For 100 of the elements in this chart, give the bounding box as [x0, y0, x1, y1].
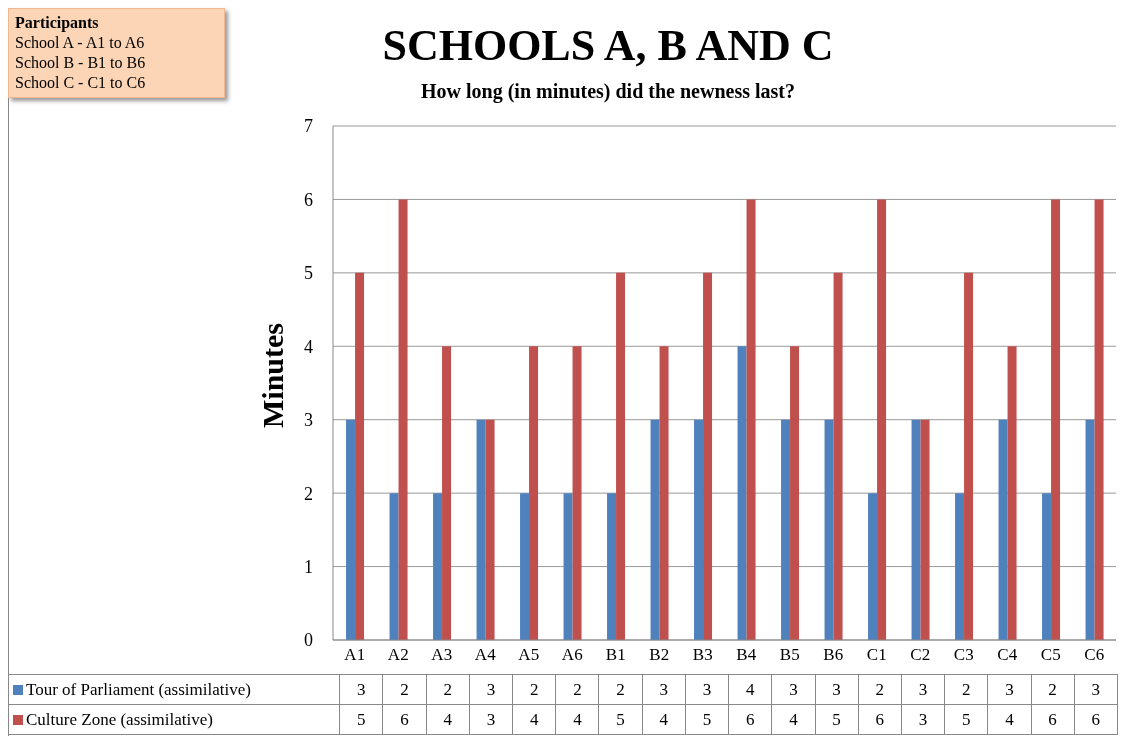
- data-label: 5: [339, 704, 383, 735]
- bar: [920, 419, 930, 640]
- bar: [911, 419, 921, 640]
- data-label: 4: [555, 704, 599, 735]
- data-label: 3: [987, 674, 1032, 705]
- y-tick-label: 7: [304, 116, 313, 137]
- text: School C - C1 to C6: [15, 73, 147, 93]
- x-tick-label: C1: [866, 645, 887, 665]
- data-label: 4: [512, 704, 556, 735]
- bar: [442, 346, 452, 640]
- bar: [398, 199, 408, 640]
- data-label: 3: [685, 674, 729, 705]
- data-label: 5: [685, 704, 729, 735]
- x-tick-label: C6: [1084, 645, 1105, 665]
- data-label: 2: [512, 674, 556, 705]
- bar: [563, 493, 573, 640]
- y-tick-label: 6: [304, 189, 313, 210]
- x-tick-label: A3: [431, 645, 453, 665]
- bar: [833, 272, 843, 640]
- bar: [1094, 199, 1104, 640]
- data-label: 6: [728, 704, 772, 735]
- text: School B - B1 to B6: [15, 53, 147, 73]
- data-label: 5: [598, 704, 643, 735]
- data-label: 3: [815, 674, 859, 705]
- y-tick-label: 2: [304, 483, 313, 504]
- x-tick-label: C4: [997, 645, 1018, 665]
- data-label: 3: [901, 704, 945, 735]
- x-tick-label: B3: [692, 645, 713, 665]
- x-tick-label: B6: [823, 645, 844, 665]
- bar: [355, 272, 365, 640]
- bar: [346, 419, 356, 640]
- bar: [476, 419, 486, 640]
- chart-title: SCHOOLS A, B AND C: [381, 20, 835, 71]
- data-label: 4: [728, 674, 772, 705]
- data-label: 3: [771, 674, 815, 705]
- data-label: 4: [987, 704, 1032, 735]
- bar: [389, 493, 399, 640]
- data-label: 5: [944, 704, 988, 735]
- bar: [572, 346, 582, 640]
- text: School A - A1 to A6: [15, 33, 146, 53]
- data-label: 4: [642, 704, 686, 735]
- bar: [964, 272, 974, 640]
- data-label: 4: [426, 704, 470, 735]
- y-axis-title: Minutes: [256, 323, 290, 428]
- bar: [607, 493, 617, 640]
- data-label: 2: [426, 674, 470, 705]
- bar: [529, 346, 539, 640]
- data-label: 3: [642, 674, 686, 705]
- data-label: 6: [1031, 704, 1075, 735]
- data-label: 2: [1031, 674, 1075, 705]
- data-label: 3: [901, 674, 945, 705]
- data-label: 3: [469, 674, 513, 705]
- data-label: 3: [469, 704, 513, 735]
- x-tick-label: B5: [779, 645, 800, 665]
- data-label: 4: [771, 704, 815, 735]
- data-label: 6: [382, 704, 427, 735]
- data-label: 3: [339, 674, 383, 705]
- x-tick-label: A4: [474, 645, 497, 665]
- bar: [746, 199, 756, 640]
- legend-label: Culture Zone (assimilative): [8, 704, 340, 735]
- data-label: 6: [858, 704, 902, 735]
- bar: [703, 272, 713, 640]
- bar: [781, 419, 791, 640]
- data-label: 2: [382, 674, 427, 705]
- bar: [694, 419, 704, 640]
- x-tick-label: A5: [518, 645, 540, 665]
- text: Participants: [15, 13, 100, 33]
- bar: [1007, 346, 1017, 640]
- data-label: 2: [858, 674, 902, 705]
- y-tick-label: 1: [304, 556, 313, 577]
- x-tick-label: C3: [953, 645, 974, 665]
- x-tick-label: C2: [910, 645, 931, 665]
- bar: [650, 419, 660, 640]
- x-tick-label: B2: [649, 645, 670, 665]
- bar: [868, 493, 878, 640]
- bar: [1042, 493, 1052, 640]
- bar: [433, 493, 443, 640]
- bar: [659, 346, 669, 640]
- bar: [737, 346, 747, 640]
- x-tick-label: A1: [344, 645, 366, 665]
- x-tick-label: A2: [387, 645, 409, 665]
- bar: [485, 419, 495, 640]
- x-tick-label: B4: [736, 645, 757, 665]
- legend-label: Tour of Parliament (assimilative): [8, 674, 340, 705]
- chart-subtitle: How long (in minutes) did the newness last?: [420, 80, 796, 103]
- data-label: 2: [598, 674, 643, 705]
- x-tick-label: A6: [561, 645, 583, 665]
- y-tick-label: 0: [304, 630, 313, 651]
- data-label: 5: [815, 704, 859, 735]
- data-label: 2: [944, 674, 988, 705]
- y-tick-label: 3: [304, 410, 313, 431]
- bar: [998, 419, 1008, 640]
- bar: [520, 493, 530, 640]
- x-tick-label: B1: [605, 645, 626, 665]
- data-label: 6: [1074, 704, 1118, 735]
- data-label: 2: [555, 674, 599, 705]
- bar: [1051, 199, 1061, 640]
- data-label: 3: [1074, 674, 1118, 705]
- x-tick-label: C5: [1040, 645, 1061, 665]
- y-tick-label: 4: [304, 336, 313, 357]
